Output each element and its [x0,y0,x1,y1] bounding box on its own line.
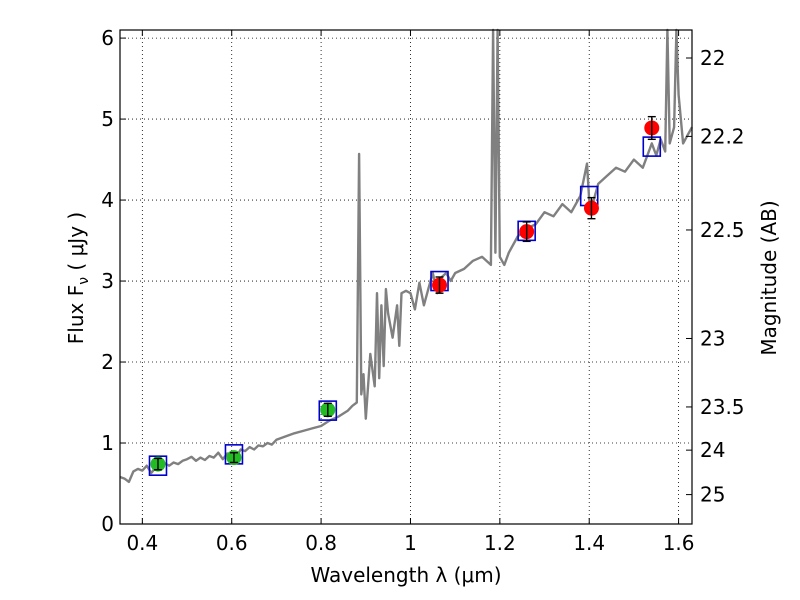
y-tick-label: 4 [101,188,114,212]
y-tick-label: 5 [101,107,114,131]
grid-layer [120,30,692,525]
y-tick-label: 2 [101,350,114,374]
x-tick-label: 1.4 [573,531,605,555]
y-axis-label-main: Flux F [64,285,88,344]
x-tick-label: 0.6 [216,531,248,555]
series-layer [119,28,694,484]
y2-tick-label: 22.2 [700,124,745,148]
y2-tick-label: 22 [700,46,725,70]
x-tick-label: 0.4 [126,531,158,555]
x-tick-label: 0.8 [305,531,337,555]
x-tick-label: 1.2 [484,531,516,555]
y2-tick-label: 24 [700,438,725,462]
y2-tick-label: 23.5 [700,395,745,419]
y-tick-label: 6 [101,26,114,50]
y-axis-label-units: ( μJy ) [64,212,88,277]
y2-tick-label: 23 [700,326,725,350]
x-tick-label: 1.6 [663,531,695,555]
y-tick-label: 1 [101,431,114,455]
model-photometry-point [318,400,338,421]
y2-tick-label: 22.5 [700,218,745,242]
y2-tick-label: 25 [700,483,725,507]
x-tick-label: 1 [404,531,417,555]
y-tick-label: 3 [101,269,114,293]
plot-frame [119,29,693,525]
y2-axis-label: Magnitude (AB) [757,200,781,355]
ticks-layer: 0.4 0.6 0.8 1 1.2 1.4 1.601234562222.222.52323… [101,26,744,555]
y-axis-label-sub: ν [76,277,92,285]
y-tick-label: 0 [101,512,114,536]
model-photometry-point [148,455,168,476]
spectrum-line [119,28,694,484]
x-axis-label: Wavelength λ (μm) [310,563,501,587]
y-axis-label: Flux Fν ( μJy ) [64,212,92,344]
